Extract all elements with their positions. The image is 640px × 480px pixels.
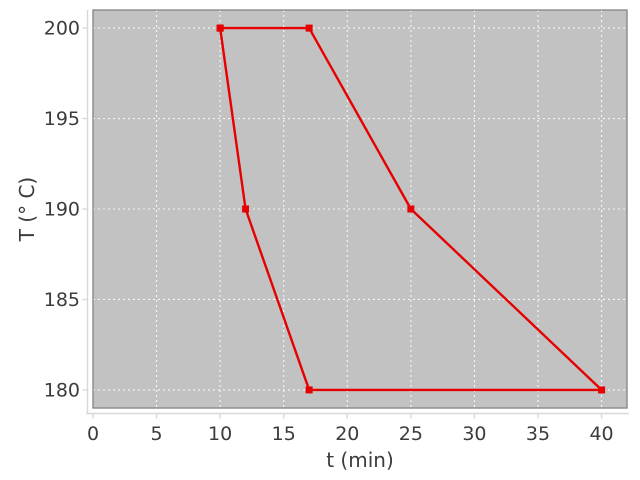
data-point-marker [242, 205, 250, 213]
plot-border [92, 9, 628, 409]
x-axis-title: t (min) [326, 448, 394, 472]
data-point-marker [216, 24, 224, 32]
x-tick-label: 0 [87, 423, 99, 445]
data-point-marker [598, 386, 606, 394]
y-tick-label: 195 [44, 108, 80, 130]
x-tick-label: 5 [151, 423, 163, 445]
x-tick-label: 20 [335, 423, 359, 445]
x-tick-label: 15 [272, 423, 296, 445]
x-tick-label: 40 [589, 423, 613, 445]
chart-layers: 0 5 10 15 20 25 30 35 40 180 185 190 195 200 [44, 9, 629, 445]
x-tick-label: 10 [208, 423, 232, 445]
y-tick-label: 200 [44, 18, 80, 40]
y-tick-label: 185 [44, 289, 80, 311]
y-tick-label: 180 [44, 379, 80, 401]
x-tick-label: 35 [526, 423, 550, 445]
y-tick-label: 190 [44, 199, 80, 221]
y-axis-title: T (° C) [15, 177, 39, 243]
data-point-marker [305, 386, 313, 394]
x-tick-label: 30 [462, 423, 486, 445]
data-point-marker [305, 24, 313, 32]
x-tick-label: 25 [399, 423, 423, 445]
data-point-marker [407, 205, 415, 213]
